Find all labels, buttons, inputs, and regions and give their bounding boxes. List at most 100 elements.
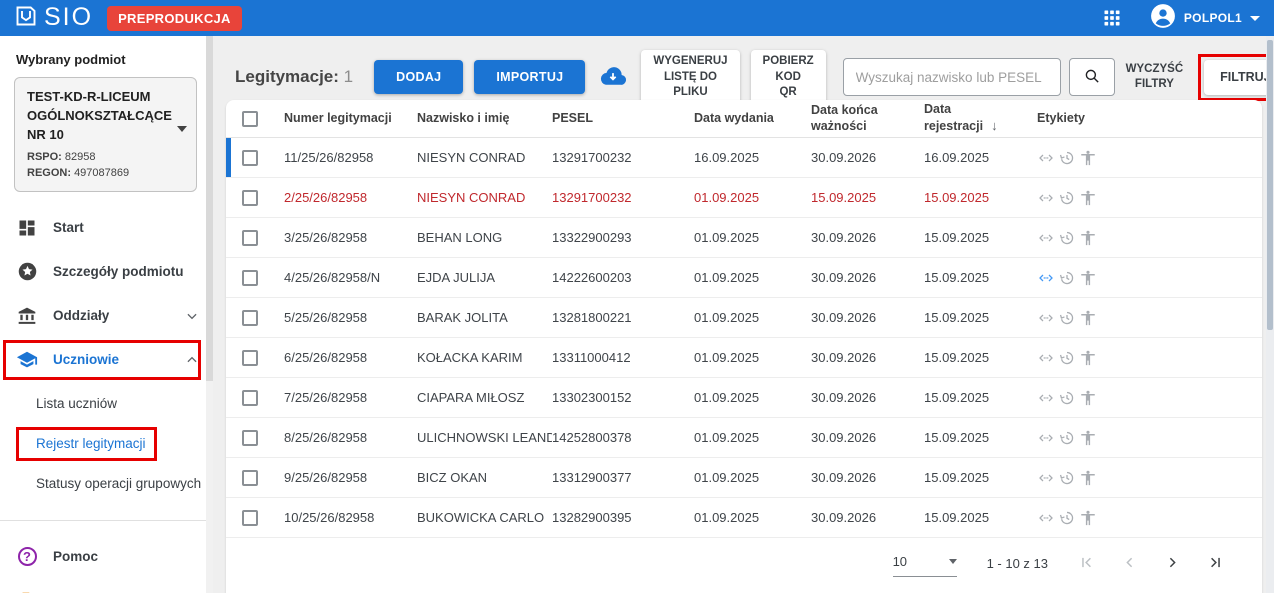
issue-date: 01.09.2025 — [694, 270, 760, 285]
code-icon[interactable] — [1037, 469, 1055, 487]
issue-date: 01.09.2025 — [694, 390, 760, 405]
import-button[interactable]: IMPORTUJ — [474, 60, 586, 95]
person-icon[interactable] — [1079, 389, 1097, 407]
history-icon[interactable] — [1058, 389, 1076, 407]
pesel: 13322900293 — [552, 230, 632, 245]
history-icon[interactable] — [1058, 149, 1076, 167]
person-icon[interactable] — [1079, 469, 1097, 487]
first-page-icon[interactable] — [1078, 554, 1095, 571]
person-icon[interactable] — [1079, 149, 1097, 167]
download-qr-button[interactable]: POBIERZ KOD QR — [750, 50, 826, 105]
column-header-sorted[interactable]: Data rejestracji ↓ — [924, 102, 998, 133]
code-icon[interactable] — [1037, 269, 1055, 287]
user-menu[interactable]: POLPOL1 — [1150, 3, 1260, 34]
prev-page-icon[interactable] — [1121, 554, 1138, 571]
app-logo[interactable]: SIO — [14, 4, 93, 33]
table-row: 7/25/26/82958 CIAPARA MIŁOSZ 13302300152 01… — [226, 378, 1262, 418]
labels-cell — [1037, 189, 1262, 207]
sidebar-subitem-rejestr-legitymacji[interactable]: Rejestr legitymacji — [0, 424, 213, 464]
history-icon[interactable] — [1058, 189, 1076, 207]
code-icon[interactable] — [1037, 349, 1055, 367]
expiry-date: 30.09.2026 — [811, 270, 877, 285]
code-icon[interactable] — [1037, 509, 1055, 527]
search-button[interactable] — [1068, 58, 1115, 97]
person-icon[interactable] — [1079, 309, 1097, 327]
issue-date: 01.09.2025 — [694, 230, 760, 245]
sidebar-item-szczegoly-podmiotu[interactable]: Szczegóły podmiotu — [0, 250, 213, 294]
code-icon[interactable] — [1037, 229, 1055, 247]
card-number: 2/25/26/82958 — [284, 190, 368, 205]
search-input[interactable] — [842, 58, 1061, 97]
column-header[interactable]: PESEL — [552, 110, 593, 125]
labels-cell — [1037, 229, 1262, 247]
history-icon[interactable] — [1058, 309, 1076, 327]
row-checkbox[interactable] — [242, 429, 258, 446]
person-icon[interactable] — [1079, 269, 1097, 287]
row-checkbox[interactable] — [242, 309, 258, 326]
row-checkbox[interactable] — [242, 269, 258, 286]
generate-list-button[interactable]: WYGENERUJ LISTĘ DO PLIKU — [641, 50, 740, 105]
sidebar-item-start[interactable]: Start — [0, 206, 213, 250]
history-icon[interactable] — [1058, 349, 1076, 367]
history-icon[interactable] — [1058, 429, 1076, 447]
clear-filters-button[interactable]: WYCZYŚĆ FILTRY — [1126, 62, 1184, 93]
table-header: Numer legitymacji Nazwisko i imię PESEL … — [226, 100, 1262, 138]
history-icon[interactable] — [1058, 469, 1076, 487]
sidebar-subitem-statusy-operacji[interactable]: Statusy operacji grupowych — [36, 476, 202, 492]
history-icon[interactable] — [1058, 269, 1076, 287]
entity-name: TEST-KD-R-LICEUM OGÓLNOKSZTAŁCĄCE NR 10 — [27, 89, 172, 142]
entity-selector[interactable]: TEST-KD-R-LICEUM OGÓLNOKSZTAŁCĄCE NR 10 … — [14, 77, 197, 192]
labels-cell — [1037, 469, 1262, 487]
row-checkbox[interactable] — [242, 189, 258, 206]
sort-desc-icon[interactable]: ↓ — [991, 118, 998, 133]
person-icon[interactable] — [1079, 189, 1097, 207]
entity-rspo: RSPO: 82958 — [27, 150, 96, 163]
column-header[interactable]: Numer legitymacji — [284, 110, 392, 125]
sidebar-item-oddzialy[interactable]: Oddziały — [0, 294, 213, 338]
code-icon[interactable] — [1037, 429, 1055, 447]
sidebar-item-instrukcje[interactable]: Instrukcje — [0, 579, 213, 593]
row-checkbox[interactable] — [242, 509, 258, 526]
cloud-download-icon[interactable] — [596, 63, 630, 91]
sidebar-scrollbar[interactable] — [206, 36, 213, 593]
star-circle-icon — [16, 261, 38, 283]
apps-grid-icon[interactable] — [1100, 6, 1124, 30]
add-button[interactable]: DODAJ — [374, 60, 464, 95]
next-page-icon[interactable] — [1164, 554, 1181, 571]
last-page-icon[interactable] — [1207, 554, 1224, 571]
pesel: 14252800378 — [552, 430, 632, 445]
student-name: BICZ OKAN — [417, 470, 488, 485]
search-icon — [1083, 67, 1101, 88]
person-icon[interactable] — [1079, 229, 1097, 247]
column-header[interactable]: Data wydania — [694, 110, 774, 125]
select-all-checkbox[interactable] — [242, 110, 258, 127]
history-icon[interactable] — [1058, 509, 1076, 527]
code-icon[interactable] — [1037, 189, 1055, 207]
person-icon[interactable] — [1079, 429, 1097, 447]
sidebar-subitem-lista-uczniow[interactable]: Lista uczniów — [36, 396, 118, 412]
row-select-cell — [226, 229, 284, 246]
pesel: 13291700232 — [552, 150, 632, 165]
column-header[interactable]: Data końca ważności — [811, 102, 878, 133]
sidebar-item-uczniowie[interactable]: Uczniowie — [0, 338, 213, 382]
row-checkbox[interactable] — [242, 229, 258, 246]
code-icon[interactable] — [1037, 149, 1055, 167]
history-icon[interactable] — [1058, 229, 1076, 247]
table-row: 3/25/26/82958 BEHAN LONG 13322900293 01.09.… — [226, 218, 1262, 258]
code-icon[interactable] — [1037, 389, 1055, 407]
sidebar-item-label: Start — [53, 220, 84, 236]
row-checkbox[interactable] — [242, 469, 258, 486]
column-header[interactable]: Nazwisko i imię — [417, 110, 510, 125]
person-icon[interactable] — [1079, 509, 1097, 527]
issue-date: 01.09.2025 — [694, 470, 760, 485]
page-range-label: 1 - 10 z 13 — [986, 556, 1048, 571]
page-scrollbar[interactable] — [1266, 36, 1274, 593]
row-checkbox[interactable] — [242, 149, 258, 166]
person-icon[interactable] — [1079, 349, 1097, 367]
page-size-select[interactable]: 10 — [892, 554, 957, 577]
code-icon[interactable] — [1037, 309, 1055, 327]
sidebar-item-pomoc[interactable]: ? Pomoc — [0, 535, 213, 579]
filter-button[interactable]: FILTRUJ — [1204, 59, 1274, 95]
row-checkbox[interactable] — [242, 389, 258, 406]
row-checkbox[interactable] — [242, 349, 258, 366]
